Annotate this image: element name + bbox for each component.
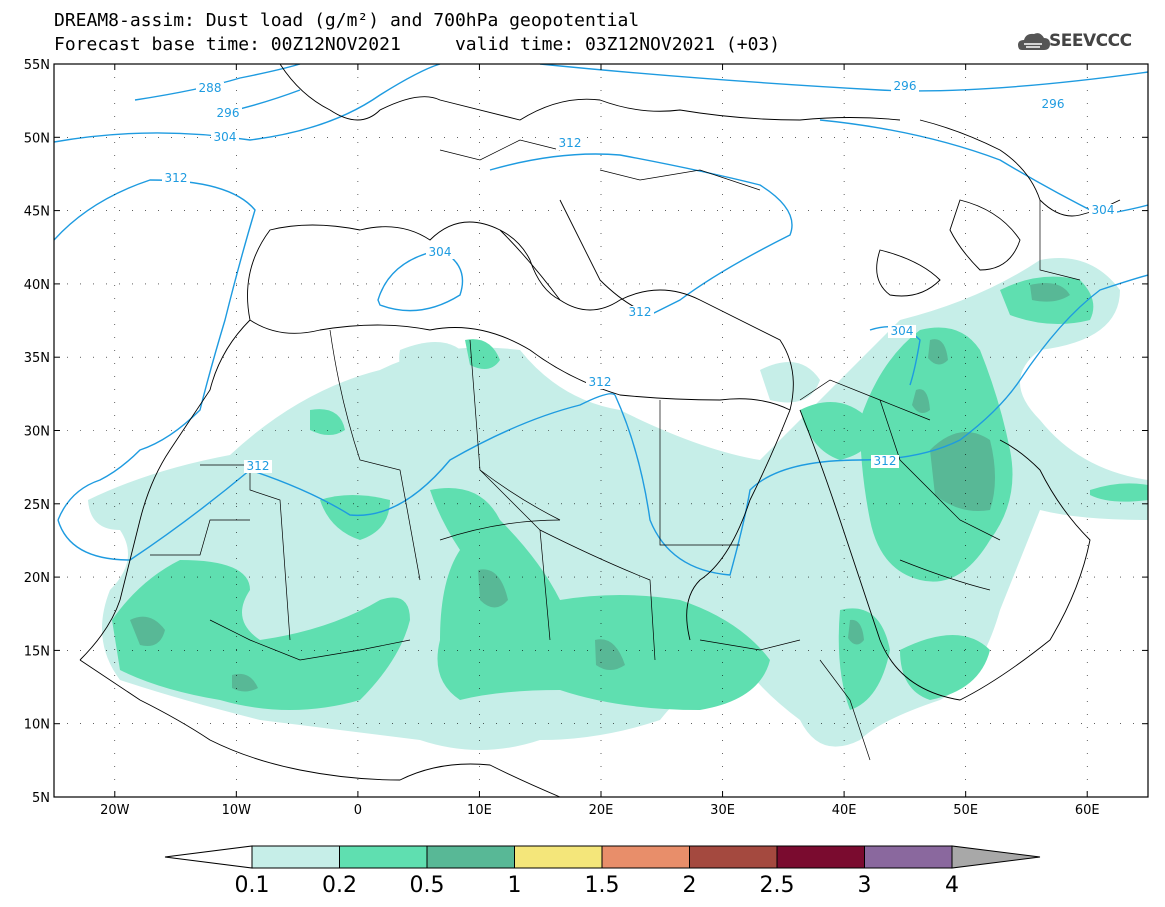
colorbar-label: 1 — [508, 873, 522, 898]
longitude-axis: 20W 10W 0 10E 20E 30E 40E 50E 60E — [100, 64, 1100, 818]
contour-label: 296 — [217, 106, 240, 120]
colorbar-swatch — [251, 845, 340, 869]
contour-label: 312 — [247, 459, 270, 473]
forecast-time-info: Forecast base time: 00Z12NOV2021 valid t… — [54, 34, 781, 55]
colorbar-label: 2.5 — [760, 873, 795, 898]
lon-tick-label: 30E — [710, 803, 735, 818]
contour-label-bg — [214, 107, 242, 120]
lat-tick-label: 25N — [24, 498, 50, 513]
contour-label: 304 — [891, 324, 914, 338]
contour-label: 288 — [199, 81, 222, 95]
coastlines — [79, 64, 1121, 797]
lon-tick-label: 20W — [100, 803, 130, 818]
contour-label: 304 — [429, 245, 452, 259]
colorbar-swatch — [689, 845, 778, 869]
colorbar-swatch — [864, 845, 953, 869]
country-borders — [150, 139, 1081, 761]
contour-label-bg — [1039, 98, 1067, 111]
contour-label: 296 — [1042, 97, 1065, 111]
contour-label: 312 — [559, 136, 582, 150]
lat-tick-label: 30N — [24, 425, 50, 440]
contour-label-bg — [891, 80, 919, 93]
contour-label: 312 — [589, 375, 612, 389]
contour-label: 296 — [894, 79, 917, 93]
logo-text: SEEVCCC — [1049, 31, 1132, 51]
contour-label: 304 — [1092, 203, 1115, 217]
colorbar-label: 4 — [945, 873, 959, 898]
lat-tick-label: 35N — [24, 351, 50, 366]
contour-label-bg — [244, 460, 272, 473]
contour-label-bg — [586, 376, 614, 389]
contour-label: 312 — [874, 454, 897, 468]
lon-tick-label: 0 — [354, 803, 362, 818]
lat-tick-label: 20N — [24, 571, 50, 586]
lon-tick-label: 60E — [1075, 803, 1100, 818]
lat-tick-label: 55N — [24, 58, 50, 73]
map-title: DREAM8-assim: Dust load (g/m²) and 700hP… — [54, 10, 640, 31]
colorbar-swatch — [601, 845, 690, 869]
contour-label-bg — [888, 325, 916, 338]
colorbar-label: 0.1 — [235, 873, 270, 898]
latitude-axis: 55N 50N 45N 40N 35N 30N 25N 20N 15N 10N 5N — [24, 58, 1148, 806]
lat-tick-label: 45N — [24, 205, 50, 220]
lat-tick-label: 50N — [24, 131, 50, 146]
lon-tick-label: 10W — [222, 803, 252, 818]
colorbar-swatch — [426, 845, 515, 869]
lon-tick-label: 40E — [832, 803, 857, 818]
colorbar-label: 1.5 — [585, 873, 620, 898]
contour-label-bg — [162, 172, 190, 185]
contour-label-bg — [196, 82, 224, 95]
lat-tick-label: 15N — [24, 644, 50, 659]
contour-label: 304 — [214, 130, 237, 144]
cloud-logo-icon — [1018, 33, 1050, 50]
colorbar-swatch — [514, 845, 603, 869]
colorbar-label: 0.5 — [410, 873, 445, 898]
lon-tick-label: 20E — [589, 803, 614, 818]
colorbar: 0.1 0.2 0.5 1 1.5 2 2.5 3 4 — [164, 845, 1041, 898]
contour-label: 312 — [165, 171, 188, 185]
logo — [1018, 33, 1050, 50]
lat-tick-label: 40N — [24, 278, 50, 293]
lon-tick-label: 50E — [953, 803, 978, 818]
contour-label-bg — [426, 246, 454, 259]
lat-tick-label: 5N — [32, 791, 50, 806]
dust-layer-0.5 — [130, 282, 1070, 692]
colorbar-label: 0.2 — [322, 873, 357, 898]
lon-tick-label: 10E — [467, 803, 492, 818]
colorbar-label: 3 — [858, 873, 872, 898]
colorbar-under-arrow — [164, 845, 253, 869]
contour-labels: 288 296 304 296 296 312 312 304 312 304 312 304 312 3… — [162, 79, 1117, 473]
contour-label-bg — [211, 131, 239, 144]
lat-tick-label: 10N — [24, 718, 50, 733]
colorbar-swatch — [776, 845, 865, 869]
contour-label-bg — [626, 306, 654, 319]
colorbar-swatch — [339, 845, 428, 869]
contour-label-bg — [871, 455, 899, 468]
contour-label: 312 — [629, 305, 652, 319]
colorbar-over-arrow — [951, 845, 1041, 869]
colorbar-label: 2 — [683, 873, 697, 898]
contour-label-bg — [556, 137, 584, 150]
contour-label-bg — [1089, 204, 1117, 217]
